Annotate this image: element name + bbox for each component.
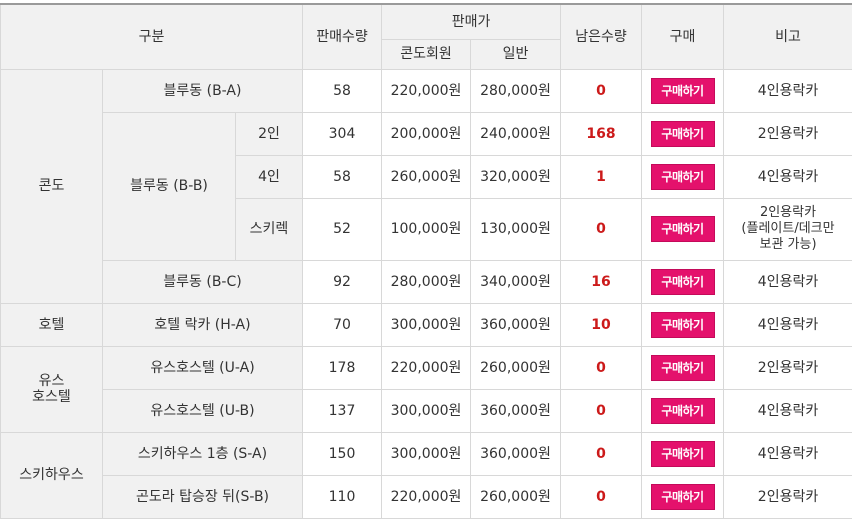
remaining-qty: 0 xyxy=(561,432,642,475)
buy-button[interactable]: 구매하기 xyxy=(651,398,715,424)
price-general: 260,000원 xyxy=(471,346,561,389)
table-row: 블루동 (B-B) 2인 304 200,000원 240,000원 168 구… xyxy=(1,112,852,155)
price-general: 240,000원 xyxy=(471,112,561,155)
note: 2인용락카 (플레이트/데크만 보관 가능) xyxy=(724,198,852,260)
table-row: 호텔 호텔 락카 (H-A) 70 300,000원 360,000원 10 구… xyxy=(1,303,852,346)
remaining-qty: 0 xyxy=(561,346,642,389)
item-name: 블루동 (B-C) xyxy=(103,260,303,303)
price-general: 260,000원 xyxy=(471,475,561,518)
item-name: 유스호스텔 (U-B) xyxy=(103,389,303,432)
note: 4인용락카 xyxy=(724,69,852,112)
group-condo: 콘도 xyxy=(1,69,103,303)
table-row: 콘도 블루동 (B-A) 58 220,000원 280,000원 0 구매하기… xyxy=(1,69,852,112)
price-general: 360,000원 xyxy=(471,303,561,346)
header-note: 비고 xyxy=(724,4,852,69)
price-general: 130,000원 xyxy=(471,198,561,260)
sold-qty: 58 xyxy=(303,155,382,198)
note: 4인용락카 xyxy=(724,260,852,303)
header-price: 판매가 xyxy=(382,4,561,39)
item-name: 호텔 락카 (H-A) xyxy=(103,303,303,346)
remaining-qty: 10 xyxy=(561,303,642,346)
item-name: 곤도라 탑승장 뒤(S-B) xyxy=(103,475,303,518)
item-name: 유스호스텔 (U-A) xyxy=(103,346,303,389)
buy-button[interactable]: 구매하기 xyxy=(651,164,715,190)
price-member: 260,000원 xyxy=(382,155,471,198)
remaining-qty: 0 xyxy=(561,69,642,112)
remaining-qty: 168 xyxy=(561,112,642,155)
remaining-qty: 0 xyxy=(561,475,642,518)
remaining-qty: 0 xyxy=(561,389,642,432)
buy-button[interactable]: 구매하기 xyxy=(651,484,715,510)
sold-qty: 92 xyxy=(303,260,382,303)
sold-qty: 52 xyxy=(303,198,382,260)
buy-button[interactable]: 구매하기 xyxy=(651,312,715,338)
group-youth-hostel: 유스 호스텔 xyxy=(1,346,103,432)
price-member: 220,000원 xyxy=(382,475,471,518)
table-row: 곤도라 탑승장 뒤(S-B) 110 220,000원 260,000원 0 구… xyxy=(1,475,852,518)
price-general: 320,000원 xyxy=(471,155,561,198)
price-general: 340,000원 xyxy=(471,260,561,303)
group-hotel: 호텔 xyxy=(1,303,103,346)
price-member: 200,000원 xyxy=(382,112,471,155)
sold-qty: 137 xyxy=(303,389,382,432)
sold-qty: 304 xyxy=(303,112,382,155)
table-row: 스키하우스 스키하우스 1층 (S-A) 150 300,000원 360,00… xyxy=(1,432,852,475)
group-ski-house: 스키하우스 xyxy=(1,432,103,518)
price-member: 220,000원 xyxy=(382,69,471,112)
subgroup-blue-bb: 블루동 (B-B) xyxy=(103,112,236,260)
buy-button[interactable]: 구매하기 xyxy=(651,355,715,381)
item-name: 2인 xyxy=(236,112,303,155)
buy-button[interactable]: 구매하기 xyxy=(651,441,715,467)
sold-qty: 150 xyxy=(303,432,382,475)
header-category: 구분 xyxy=(1,4,303,69)
price-member: 220,000원 xyxy=(382,346,471,389)
header-buy: 구매 xyxy=(642,4,724,69)
item-name: 스키렉 xyxy=(236,198,303,260)
item-name: 블루동 (B-A) xyxy=(103,69,303,112)
note: 4인용락카 xyxy=(724,155,852,198)
note: 4인용락카 xyxy=(724,432,852,475)
price-general: 360,000원 xyxy=(471,432,561,475)
header-remaining: 남은수량 xyxy=(561,4,642,69)
table-row: 유스호스텔 (U-B) 137 300,000원 360,000원 0 구매하기… xyxy=(1,389,852,432)
buy-button[interactable]: 구매하기 xyxy=(651,78,715,104)
price-member: 300,000원 xyxy=(382,432,471,475)
header-price-member: 콘도회원 xyxy=(382,39,471,69)
sold-qty: 70 xyxy=(303,303,382,346)
price-member: 300,000원 xyxy=(382,303,471,346)
note: 2인용락카 xyxy=(724,346,852,389)
price-member: 280,000원 xyxy=(382,260,471,303)
buy-button[interactable]: 구매하기 xyxy=(651,269,715,295)
buy-button[interactable]: 구매하기 xyxy=(651,121,715,147)
price-general: 280,000원 xyxy=(471,69,561,112)
price-general: 360,000원 xyxy=(471,389,561,432)
item-name: 4인 xyxy=(236,155,303,198)
buy-button[interactable]: 구매하기 xyxy=(651,216,715,242)
item-name: 스키하우스 1층 (S-A) xyxy=(103,432,303,475)
sold-qty: 110 xyxy=(303,475,382,518)
locker-sales-table: 구분 판매수량 판매가 남은수량 구매 비고 콘도회원 일반 콘도 블루동 (B… xyxy=(0,3,852,519)
price-member: 100,000원 xyxy=(382,198,471,260)
remaining-qty: 1 xyxy=(561,155,642,198)
table-row: 유스 호스텔 유스호스텔 (U-A) 178 220,000원 260,000원… xyxy=(1,346,852,389)
sold-qty: 58 xyxy=(303,69,382,112)
price-member: 300,000원 xyxy=(382,389,471,432)
note: 2인용락카 xyxy=(724,475,852,518)
header-price-general: 일반 xyxy=(471,39,561,69)
table-row: 블루동 (B-C) 92 280,000원 340,000원 16 구매하기 4… xyxy=(1,260,852,303)
note: 2인용락카 xyxy=(724,112,852,155)
note: 4인용락카 xyxy=(724,303,852,346)
header-sold-qty: 판매수량 xyxy=(303,4,382,69)
note: 4인용락카 xyxy=(724,389,852,432)
remaining-qty: 16 xyxy=(561,260,642,303)
sold-qty: 178 xyxy=(303,346,382,389)
remaining-qty: 0 xyxy=(561,198,642,260)
